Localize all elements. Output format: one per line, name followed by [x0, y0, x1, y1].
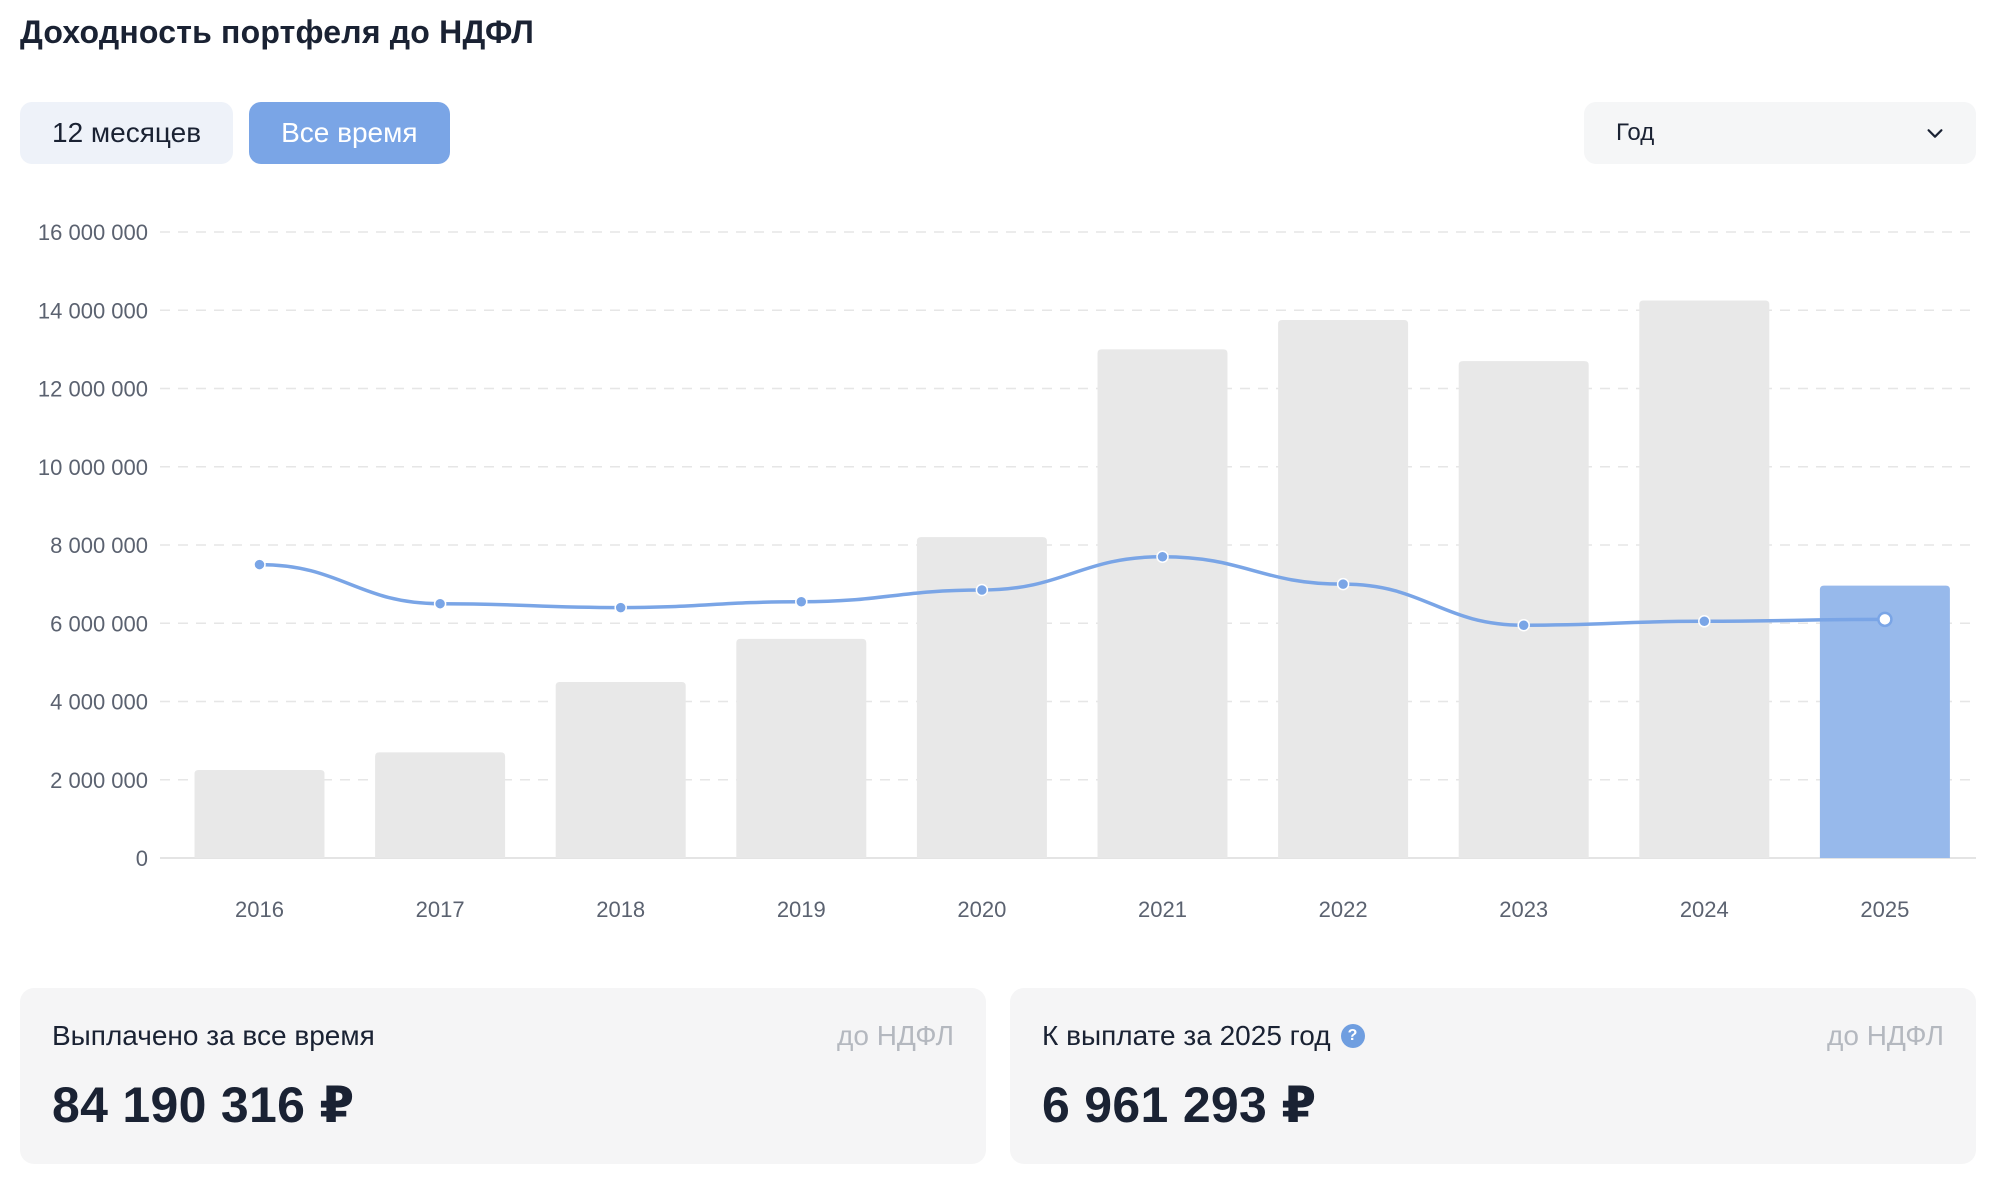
bar-2016 — [194, 769, 325, 858]
line-point-2016 — [253, 558, 266, 571]
page-title: Доходность портфеля до НДФЛ — [20, 14, 534, 50]
period-select-value: Год — [1616, 119, 1655, 146]
x-tick-label: 2020 — [957, 897, 1006, 922]
line-point-2021 — [1156, 550, 1169, 563]
help-icon[interactable]: ? — [1340, 1024, 1365, 1048]
card-value: 84 190 316 ₽ — [52, 1077, 355, 1133]
x-tick-label: 2025 — [1860, 897, 1909, 922]
bar-2024 — [1639, 300, 1770, 858]
line-point-2022 — [1336, 577, 1350, 591]
bar-2019 — [736, 638, 867, 858]
y-tick-label: 8 000 000 — [50, 533, 148, 558]
bar-2018 — [555, 681, 686, 858]
x-tick-label: 2019 — [777, 897, 826, 922]
line-point-2018 — [614, 601, 627, 614]
income-chart: 16 000 000 14 000 000 12 000 000 10 000 000… — [38, 220, 1976, 922]
y-tick-label: 12 000 000 — [38, 377, 148, 402]
bar-2021 — [1097, 349, 1228, 858]
card-label: Выплачено за все время — [52, 1020, 375, 1051]
y-tick-label: 16 000 000 — [38, 220, 148, 245]
period-select[interactable]: Год — [1584, 102, 1976, 164]
card-label: К выплате за 2025 год ? — [1042, 1020, 1365, 1052]
line-point-2020 — [975, 583, 989, 597]
y-tick-label: 4 000 000 — [50, 690, 148, 715]
tab-12-months[interactable]: 12 месяцев — [20, 102, 234, 164]
series-line — [257, 554, 1887, 627]
y-tick-label: 2 000 000 — [50, 768, 148, 793]
x-tick-label: 2022 — [1319, 897, 1368, 922]
x-tick-label: 2017 — [416, 897, 465, 922]
y-tick-label: 14 000 000 — [38, 298, 148, 323]
x-tick-label: 2023 — [1499, 897, 1548, 922]
line-point-2023 — [1517, 618, 1530, 632]
y-tick-label: 6 000 000 — [50, 611, 148, 636]
line-point-2017 — [433, 597, 447, 610]
bar-2017 — [375, 752, 506, 858]
x-tick-label: 2021 — [1138, 897, 1187, 922]
card-note: до НДФЛ — [837, 1020, 954, 1051]
bar-2023 — [1458, 361, 1589, 858]
card-value: 6 961 293 ₽ — [1042, 1077, 1317, 1133]
chevron-down-icon — [1927, 129, 1943, 138]
x-tick-label: 2018 — [596, 897, 645, 922]
x-tick-label: 2016 — [235, 897, 284, 922]
tab-all-time[interactable]: Все время — [249, 102, 450, 164]
line-point-2024 — [1698, 615, 1711, 628]
y-tick-label: 0 — [136, 846, 148, 871]
card-to-be-paid: К выплате за 2025 год ? до НДФЛ 6 961 29… — [1010, 988, 1976, 1164]
card-note: до НДФЛ — [1827, 1020, 1944, 1051]
bar-2020 — [916, 537, 1047, 858]
y-tick-label: 10 000 000 — [38, 455, 148, 480]
line-point-2025 — [1877, 611, 1893, 628]
period-tabs: 12 месяцев Все время — [20, 102, 450, 164]
bar-2025 — [1819, 585, 1950, 858]
x-tick-label: 2024 — [1680, 897, 1729, 922]
card-paid-all-time: Выплачено за все время до НДФЛ 84 190 31… — [20, 988, 986, 1164]
line-point-2019 — [795, 595, 808, 608]
